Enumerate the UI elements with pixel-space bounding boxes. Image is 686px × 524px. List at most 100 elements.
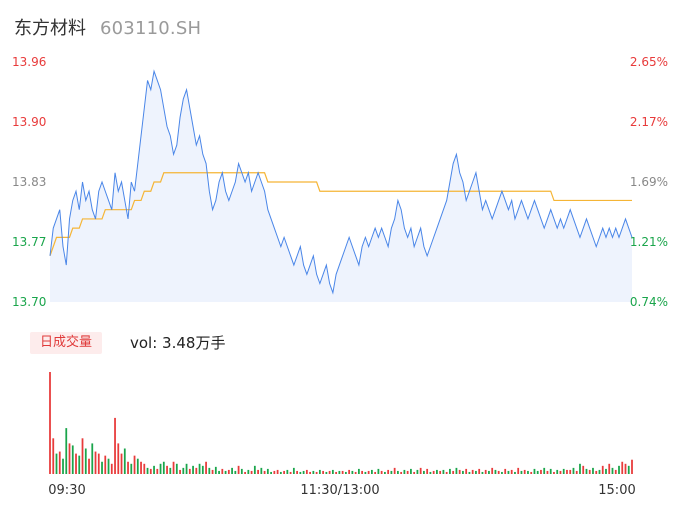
volume-bar [393, 467, 396, 474]
volume-bar [465, 468, 468, 474]
volume-bar [266, 468, 269, 474]
volume-bar [78, 455, 81, 474]
volume-bar [357, 468, 360, 474]
volume-bar [520, 470, 523, 474]
volume-bar [120, 453, 123, 474]
volume-bar [429, 471, 432, 474]
volume-bar [621, 461, 624, 474]
volume-bar [462, 470, 464, 474]
volume-badge[interactable]: 日成交量 [30, 332, 103, 354]
volume-bar [627, 465, 630, 474]
volume-bar [253, 465, 256, 474]
volume-bar [169, 467, 172, 474]
volume-bar [260, 467, 263, 474]
volume-bar [172, 461, 175, 474]
volume-bar [575, 470, 578, 474]
volume-bar [361, 470, 364, 474]
volume-bar [133, 455, 136, 474]
volume-bar [449, 468, 451, 474]
volume-bar [455, 467, 458, 474]
volume-bar [608, 463, 611, 474]
volume-bar [507, 470, 510, 474]
volume-bar [601, 465, 604, 474]
volume-bar [387, 469, 390, 474]
volume-bar [478, 468, 481, 474]
volume-bar [182, 467, 185, 474]
volume-bar [426, 468, 429, 474]
volume-bar [556, 469, 559, 474]
volume-bar [188, 468, 191, 474]
volume-bar [273, 470, 276, 474]
volume-bar [605, 468, 607, 474]
volume-bar [322, 470, 325, 474]
volume-bar [84, 448, 87, 474]
volume-bar [71, 445, 74, 474]
volume-bar [140, 461, 142, 474]
volume-bar [549, 468, 552, 474]
volume-bar [527, 470, 529, 474]
volume-bar [205, 461, 207, 474]
volume-bar [97, 453, 100, 474]
volume-bar [91, 443, 94, 474]
volume-bar [247, 469, 250, 474]
volume-bar [107, 458, 110, 474]
volume-bar [335, 471, 338, 474]
volume-bar [214, 466, 217, 474]
volume-bar [130, 463, 133, 474]
volume-bar [344, 471, 347, 474]
volume-bar [257, 469, 259, 474]
volume-bar [101, 461, 103, 474]
y-tick-left: 13.83 [12, 175, 46, 189]
volume-bar [65, 428, 68, 474]
volume-bar [631, 459, 633, 474]
volume-bar [227, 469, 230, 474]
header: 东方材料 603110.SH [14, 14, 201, 40]
volume-bar [624, 463, 627, 474]
volume-readout: vol: 3.48万手 [130, 334, 226, 352]
volume-bar [384, 471, 386, 474]
x-tick-label: 09:30 [48, 483, 85, 498]
volume-bar [153, 465, 155, 474]
volume-bar [585, 468, 588, 474]
volume-bar [592, 467, 594, 474]
volume-bar [494, 469, 497, 474]
volume-bar [166, 465, 168, 474]
volume-bar [270, 471, 272, 474]
stock-code: 603110.SH [100, 18, 202, 39]
volume-bar [192, 465, 194, 474]
volume-bar [397, 470, 399, 474]
volume-bar [309, 471, 311, 474]
y-tick-left: 13.77 [12, 235, 46, 249]
volume-bar [614, 469, 617, 474]
volume-bar [501, 471, 503, 474]
volume-bar [185, 463, 188, 474]
volume-bar [598, 469, 601, 474]
volume-bar [546, 470, 549, 474]
volume-bar [221, 468, 224, 474]
volume-bar [380, 470, 383, 474]
volume-bar [94, 451, 97, 474]
volume-bar [540, 469, 542, 474]
volume-bar [58, 451, 61, 474]
volume-bar [536, 470, 539, 474]
volume-bar [292, 467, 295, 474]
volume-bar [488, 470, 490, 474]
stock-name: 东方材料 [14, 18, 86, 39]
volume-bar [406, 470, 409, 474]
volume-bar [458, 469, 461, 474]
volume-bar [276, 469, 279, 474]
volume-bar [559, 470, 562, 474]
volume-bar [52, 438, 55, 474]
volume-bar [510, 469, 513, 474]
volume-bar [75, 453, 77, 474]
y-tick-left: 13.90 [12, 115, 46, 129]
volume-bar [403, 469, 406, 474]
volume-bar [481, 471, 484, 474]
volume-bar [312, 470, 315, 474]
volume-bar [371, 469, 373, 474]
volume-bar [390, 470, 393, 474]
volume-bar [491, 467, 494, 474]
volume-bar [231, 467, 233, 474]
x-tick-label: 15:00 [598, 483, 635, 498]
